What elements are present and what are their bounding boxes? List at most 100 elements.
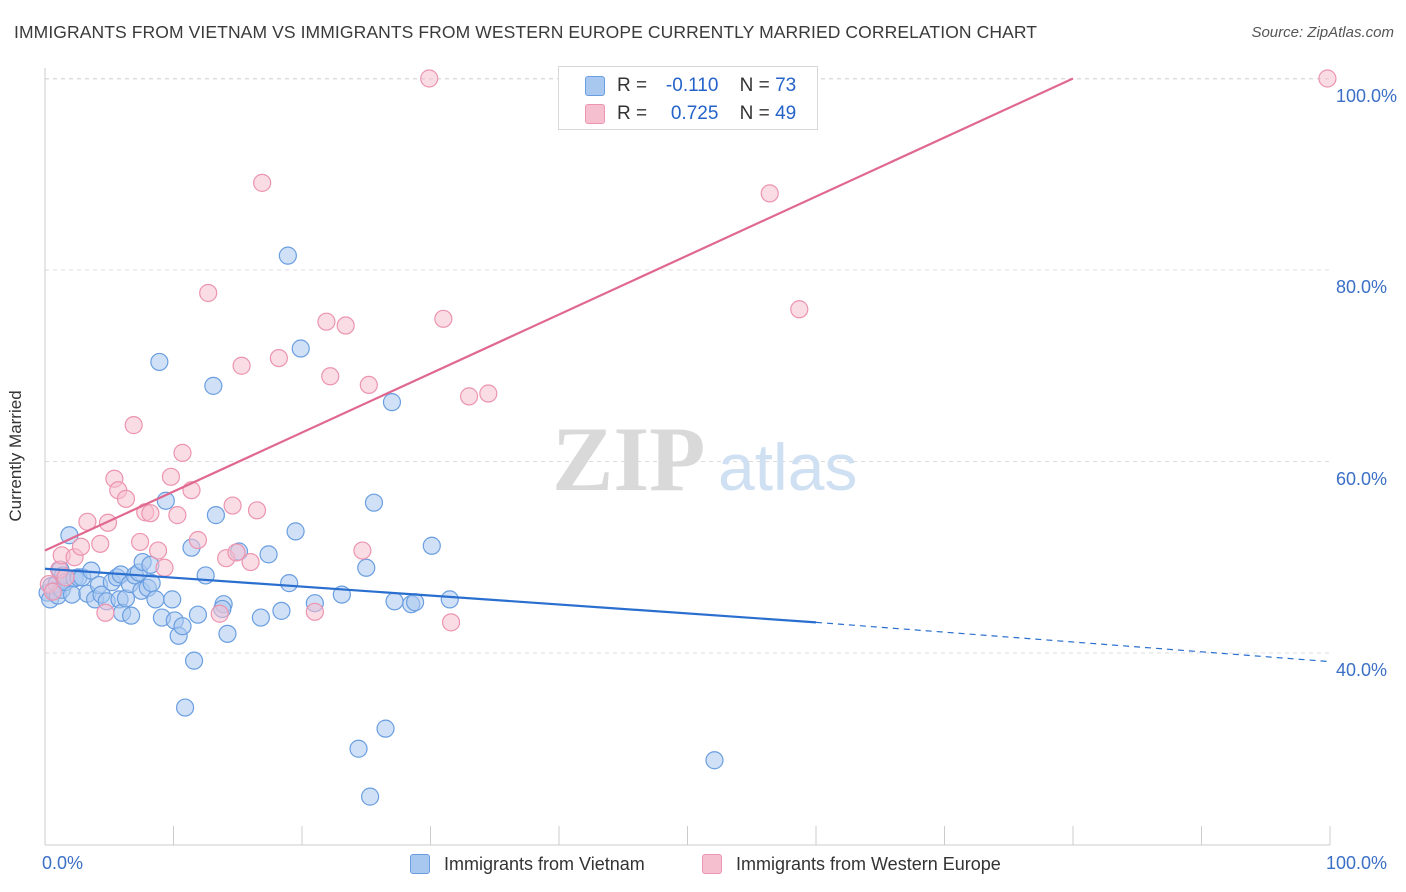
x-tick-label-min: 0.0% [42, 853, 84, 873]
data-point [253, 173, 272, 192]
y-tick-label: 100.0% [1336, 85, 1398, 106]
legend-item-western-europe[interactable]: Immigrants from Western Europe [702, 853, 1001, 875]
n-label: N = [739, 103, 770, 124]
data-point [382, 393, 402, 412]
data-point [361, 787, 380, 806]
legend-label-western-europe: Immigrants from Western Europe [736, 853, 1001, 874]
r-label: R = [617, 75, 648, 96]
data-point [218, 624, 237, 643]
y-tick-label: 80.0% [1336, 277, 1388, 297]
data-point [280, 574, 299, 593]
stats-text-vietnam: R = -0.110 N = 73 [617, 75, 796, 97]
data-point [173, 617, 192, 636]
data-point [705, 751, 724, 770]
legend-swatch-western-europe [702, 854, 722, 874]
data-point [422, 536, 441, 555]
r-value: 0.725 [670, 103, 719, 124]
source-label: Source: ZipAtlas.com [1251, 24, 1394, 41]
data-point [440, 590, 459, 609]
data-point [184, 651, 204, 670]
r-label: R = [617, 103, 648, 124]
data-point [175, 698, 195, 717]
data-point [124, 416, 143, 435]
data-point [168, 506, 187, 525]
y-axis-label: Currently Married [6, 390, 25, 522]
data-point [359, 375, 378, 394]
data-point [247, 501, 267, 520]
data-point [227, 543, 246, 562]
n-label: N = [739, 75, 770, 96]
data-point [760, 184, 779, 203]
data-point [291, 339, 310, 358]
trend-line-vietnam-extension [815, 621, 1331, 663]
data-point [336, 316, 355, 335]
vietnam-points [38, 246, 724, 806]
legend-swatch-vietnam [410, 854, 430, 874]
watermark-atlas: atlas [718, 430, 857, 504]
data-point [188, 605, 208, 624]
watermark-zip: ZIP [552, 408, 705, 510]
data-point [148, 541, 168, 560]
data-point [321, 367, 340, 386]
data-point [385, 592, 404, 611]
data-point [56, 568, 75, 587]
legend-item-vietnam[interactable]: Immigrants from Vietnam [410, 853, 645, 875]
data-point [441, 613, 461, 632]
data-point [150, 352, 169, 372]
data-point [71, 537, 91, 556]
data-point [305, 602, 324, 621]
data-point [353, 541, 372, 560]
data-point [349, 739, 368, 758]
stats-box: R = -0.110 N = 73 R = 0.725 N = 49 [558, 66, 818, 130]
legend-label-vietnam: Immigrants from Vietnam [444, 853, 645, 874]
n-value: 73 [775, 75, 797, 96]
data-point [259, 545, 278, 564]
y-tick-label: 60.0% [1336, 468, 1388, 489]
data-point [420, 69, 439, 88]
data-point [130, 532, 150, 552]
stats-swatch-western-europe [585, 104, 605, 124]
data-point [223, 496, 242, 515]
data-point [376, 719, 395, 738]
data-point [405, 593, 425, 612]
data-point [146, 590, 165, 609]
trend-line-vietnam [44, 567, 817, 624]
watermark: ZIP atlas [552, 408, 857, 510]
data-point [790, 300, 809, 319]
data-point [286, 522, 305, 541]
stats-swatch-vietnam [585, 76, 605, 96]
data-point [141, 504, 160, 523]
axes [44, 68, 1331, 846]
data-point [269, 348, 288, 368]
data-point [204, 376, 223, 395]
data-point [278, 246, 297, 265]
data-point [163, 590, 182, 609]
trend-lines [44, 77, 1331, 663]
data-point [188, 530, 208, 550]
chart-title: IMMIGRANTS FROM VIETNAM VS IMMIGRANTS FR… [14, 22, 1038, 42]
data-point [459, 387, 479, 406]
data-point [241, 552, 260, 572]
data-point [91, 534, 110, 553]
data-point [357, 558, 376, 577]
n-value: 49 [775, 103, 797, 124]
western-europe-points [39, 69, 1337, 632]
data-point [317, 312, 336, 331]
data-point [121, 606, 141, 625]
data-point [232, 356, 251, 375]
data-point [1318, 69, 1337, 88]
data-point [155, 558, 174, 577]
data-point [199, 283, 218, 303]
data-point [173, 443, 192, 462]
y-tick-label: 40.0% [1336, 660, 1388, 680]
data-point [43, 582, 62, 601]
data-point [272, 601, 291, 620]
data-point [434, 309, 453, 328]
data-point [62, 585, 82, 604]
data-point [116, 489, 136, 508]
stats-text-western-europe: R = 0.725 N = 49 [617, 103, 796, 125]
data-point [479, 384, 498, 403]
data-point [206, 506, 226, 525]
data-point [210, 604, 229, 623]
